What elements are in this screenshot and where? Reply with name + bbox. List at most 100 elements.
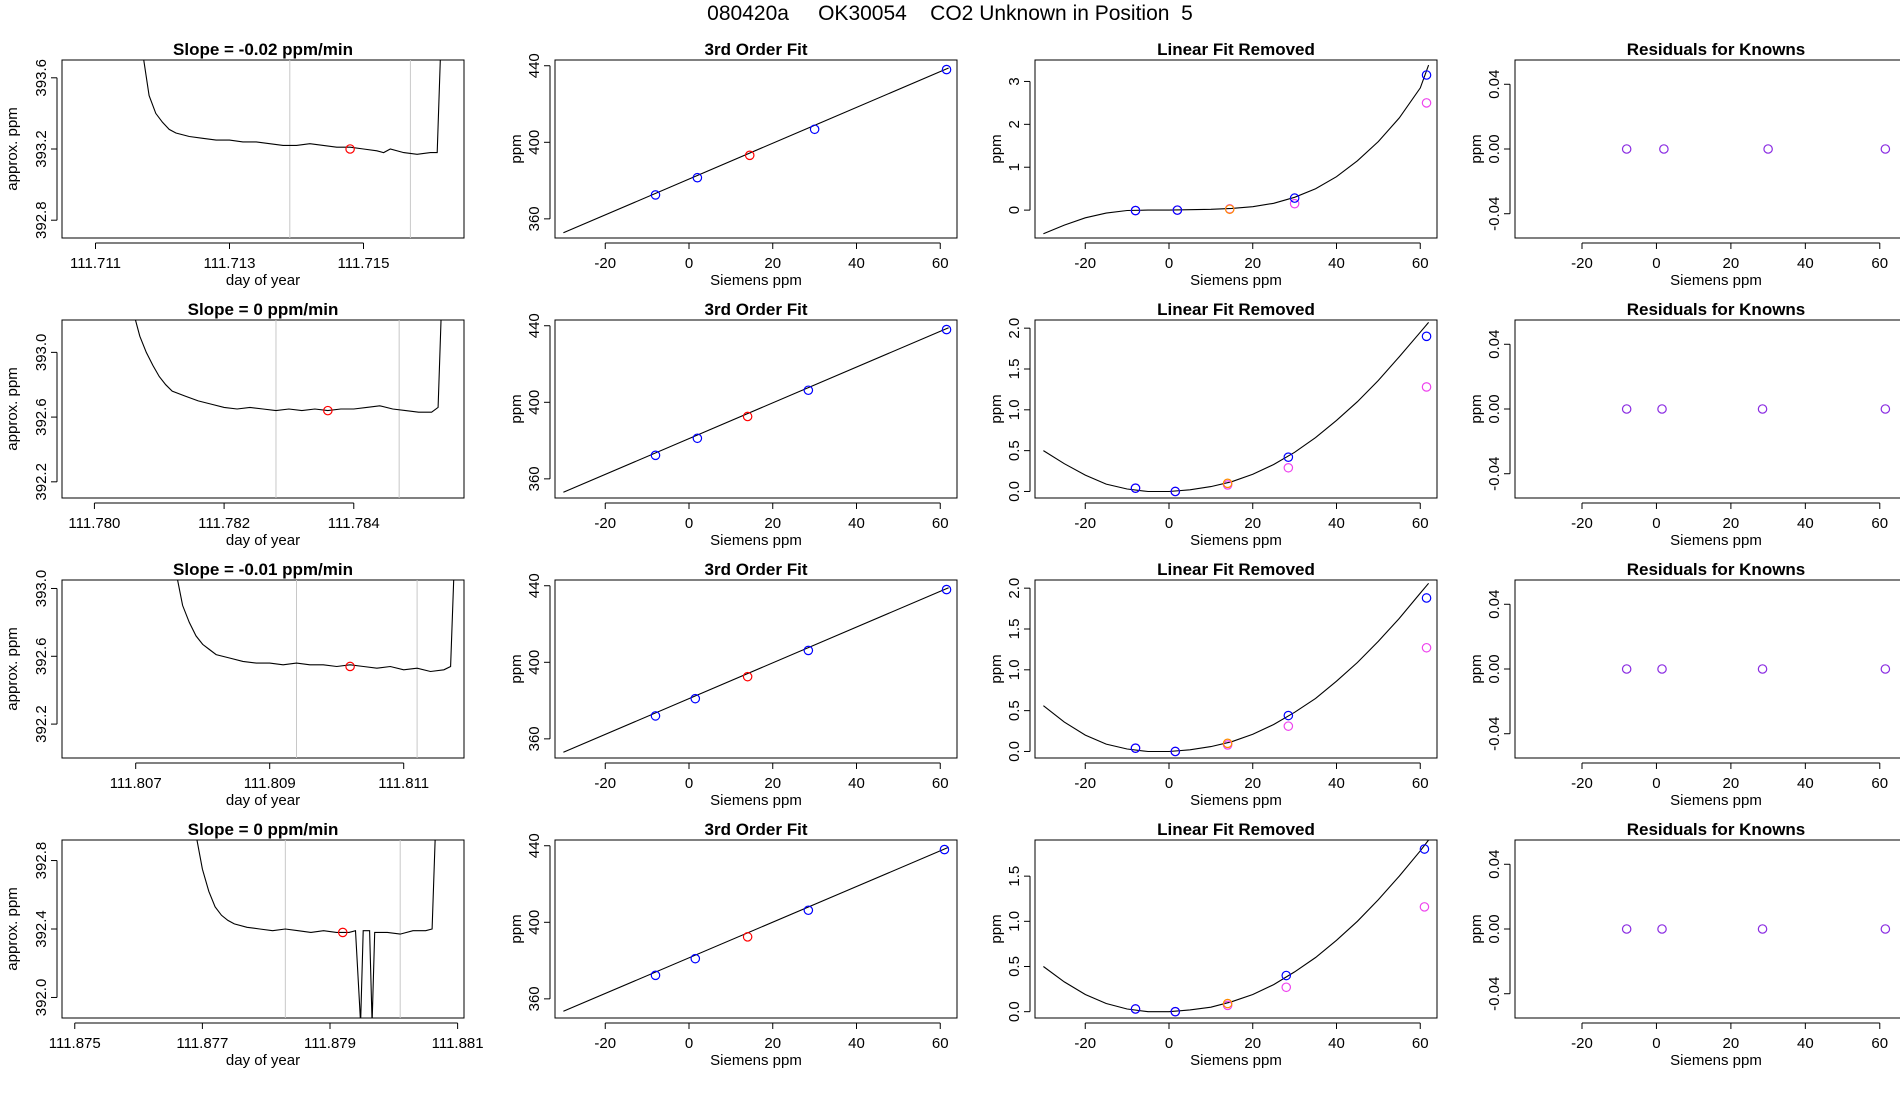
y-tick-label: 400 (526, 910, 543, 935)
y-tick-label: 360 (526, 466, 543, 491)
panel-r2-trace: Slope = 0 ppm/min 111.780 111.782 111.784 39… (4, 300, 465, 549)
x-tick-label: 20 (1244, 775, 1261, 792)
y-tick-label: 440 (526, 573, 543, 598)
unknown-point (742, 932, 753, 942)
plot-frame (61, 59, 465, 239)
plot-area (143, 60, 441, 238)
y-tick-label: 0 (1006, 206, 1023, 214)
plot-area (563, 324, 952, 493)
y-tick-label: 392.2 (33, 463, 50, 501)
y-tick-label: 0.5 (1006, 956, 1023, 977)
y-tick-label: 392.2 (33, 705, 50, 743)
plot-frame (61, 839, 465, 1019)
known-point (690, 953, 701, 964)
residual-point (1757, 664, 1768, 674)
concentration-trace (143, 60, 441, 155)
residual-point (1757, 924, 1768, 934)
y-tick-label: 392.6 (33, 398, 50, 436)
residual-point (1763, 144, 1773, 154)
y-tick-label: 3 (1006, 77, 1023, 85)
plot-area (1621, 664, 1891, 674)
panel-title: Slope = -0.01 ppm/min (173, 560, 353, 579)
y-tick-label: 1 (1006, 163, 1023, 171)
x-tick-label: 60 (932, 255, 949, 272)
unknown-point (742, 671, 753, 682)
y-axis-label: ppm (508, 654, 525, 683)
panel-r3-trace: Slope = -0.01 ppm/min 111.807 111.809 111.8… (4, 560, 465, 809)
linear-residual-point (1289, 198, 1300, 209)
fit-line (563, 327, 949, 493)
residual-point (1880, 924, 1891, 934)
y-tick-label: 400 (526, 390, 543, 415)
x-tick-label: 111.713 (204, 255, 256, 272)
y-axis-label: ppm (1468, 134, 1485, 163)
y-tick-label: 0.00 (1486, 914, 1503, 943)
x-tick-label: 111.881 (432, 1035, 484, 1052)
x-tick-label: -20 (594, 515, 616, 532)
y-tick-label: 2.0 (1006, 578, 1023, 599)
x-tick-label: -20 (1074, 515, 1096, 532)
panel-r1-trace: Slope = -0.02 ppm/min 111.711 111.713 111.7… (4, 40, 465, 289)
plot-area (1043, 840, 1430, 1017)
plot-area (177, 580, 455, 758)
x-axis-label: Siemens ppm (710, 792, 802, 809)
y-tick-label: 0.0 (1006, 481, 1023, 502)
x-tick-label: 111.875 (49, 1035, 101, 1052)
concentration-trace (196, 840, 436, 1018)
y-tick-label: -0.04 (1486, 457, 1503, 491)
x-axis-label: Siemens ppm (1670, 1052, 1762, 1069)
panel-title: 3rd Order Fit (705, 40, 808, 59)
y-tick-label: 0.00 (1486, 134, 1503, 163)
plot-frame (554, 839, 958, 1019)
panel-title: Residuals for Knowns (1627, 820, 1806, 839)
x-tick-label: 111.809 (244, 775, 296, 792)
known-point (1283, 452, 1294, 462)
y-tick-label: 1.5 (1006, 619, 1023, 640)
x-tick-label: 0 (685, 775, 693, 792)
x-tick-label: -20 (1074, 1035, 1096, 1052)
x-tick-label: 40 (1797, 1035, 1814, 1052)
mean-marker (337, 927, 348, 938)
x-tick-label: 20 (764, 255, 781, 272)
y-axis-label: ppm (508, 394, 525, 423)
x-axis-label: Siemens ppm (1670, 532, 1762, 549)
x-tick-label: 60 (932, 1035, 949, 1052)
known-point (1130, 205, 1141, 216)
panel-r1-linres: Linear Fit Removed -20 0 20 40 60 0 1 2 3 Siemens … (988, 40, 1438, 289)
y-tick-label: 392.8 (33, 201, 50, 239)
y-tick-label: 393.2 (33, 130, 50, 168)
known-point (941, 324, 952, 335)
mean-marker (323, 405, 333, 416)
known-point (1281, 970, 1292, 981)
panel-r3-fit3: 3rd Order Fit -20 0 20 40 60 360 400 440 Siemens … (508, 560, 958, 809)
known-point (1289, 193, 1300, 203)
panel-title: Residuals for Knowns (1627, 560, 1806, 579)
residual-point (1657, 924, 1667, 934)
y-tick-label: 392.8 (33, 842, 50, 880)
x-tick-label: 111.782 (198, 515, 250, 532)
known-point (1130, 483, 1141, 494)
x-tick-label: -20 (1074, 775, 1096, 792)
x-tick-label: 20 (1244, 1035, 1261, 1052)
y-tick-label: 393.0 (33, 570, 50, 608)
plot-area (563, 64, 952, 234)
plot-frame (1034, 59, 1438, 239)
plot-area (563, 844, 950, 1012)
known-point (1421, 593, 1432, 603)
y-tick-label: 1.5 (1006, 866, 1023, 887)
y-tick-label: 0.00 (1486, 394, 1503, 423)
panel-r3-resid: Residuals for Knowns -20 0 20 40 60 -0.04 0.00 0… (1468, 560, 1900, 809)
residual-point (1621, 924, 1632, 934)
panel-title: Slope = 0 ppm/min (188, 300, 339, 319)
plot-frame (1034, 839, 1438, 1019)
x-tick-label: 20 (764, 775, 781, 792)
plot-frame (554, 319, 958, 499)
x-tick-label: 40 (848, 1035, 865, 1052)
x-tick-label: 60 (1412, 255, 1429, 272)
known-point (803, 385, 814, 396)
y-tick-label: -0.04 (1486, 977, 1503, 1011)
plot-frame (61, 319, 465, 499)
y-tick-label: 0.04 (1486, 850, 1503, 879)
known-point (1172, 205, 1183, 215)
